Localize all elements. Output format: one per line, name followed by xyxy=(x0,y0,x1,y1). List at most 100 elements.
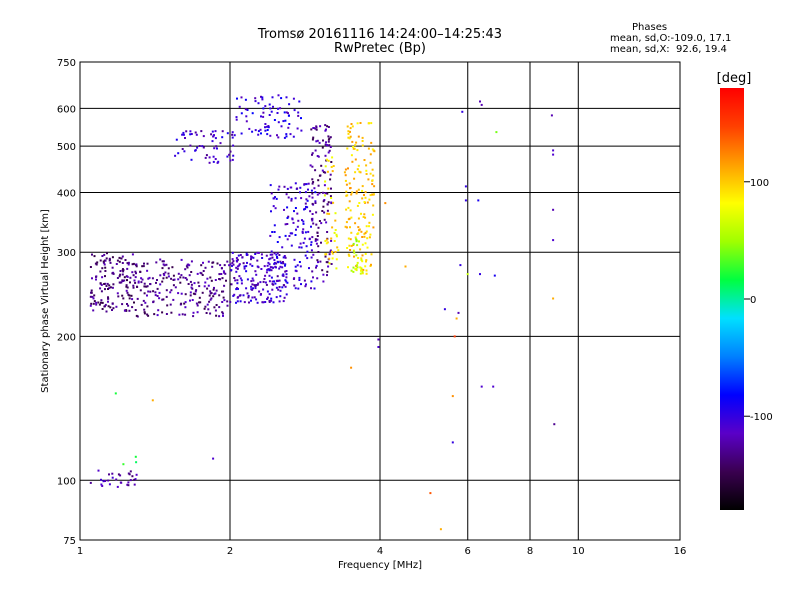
data-point xyxy=(329,250,332,253)
data-point xyxy=(192,292,195,295)
data-point xyxy=(284,279,287,282)
data-point xyxy=(266,125,268,128)
data-point xyxy=(286,187,289,190)
data-point xyxy=(204,305,207,308)
data-point xyxy=(231,158,234,161)
data-point xyxy=(112,307,115,310)
data-point xyxy=(214,130,217,133)
data-point xyxy=(319,260,322,263)
data-point xyxy=(159,283,162,286)
data-point xyxy=(125,289,128,292)
data-point xyxy=(90,302,93,305)
data-point xyxy=(286,206,289,209)
data-point xyxy=(352,244,355,246)
data-point xyxy=(316,259,319,262)
data-point xyxy=(95,303,98,306)
data-point xyxy=(363,194,365,196)
data-point xyxy=(128,294,131,297)
data-point xyxy=(284,285,287,288)
data-point xyxy=(159,258,162,261)
data-point xyxy=(311,138,314,141)
data-point xyxy=(371,148,374,151)
data-point xyxy=(210,297,213,300)
data-point xyxy=(137,280,140,283)
data-point xyxy=(165,313,168,315)
data-point xyxy=(269,253,272,256)
data-point xyxy=(315,211,318,214)
data-point xyxy=(265,254,268,257)
data-point xyxy=(293,258,296,261)
data-point xyxy=(365,173,368,175)
data-point xyxy=(287,114,290,117)
data-point xyxy=(352,147,355,150)
data-point xyxy=(261,96,264,99)
data-point xyxy=(274,282,277,285)
data-point xyxy=(184,313,187,316)
data-point xyxy=(359,248,362,251)
data-point xyxy=(324,180,327,183)
data-point xyxy=(165,276,168,279)
data-point xyxy=(289,133,292,136)
data-point xyxy=(180,274,183,277)
data-point xyxy=(143,312,146,315)
data-point xyxy=(328,212,331,215)
data-point xyxy=(149,290,152,293)
data-point xyxy=(112,272,115,275)
data-point xyxy=(479,100,481,103)
data-point xyxy=(229,150,232,153)
data-point xyxy=(215,289,218,292)
data-point xyxy=(300,246,303,249)
data-point xyxy=(127,263,130,266)
data-point xyxy=(264,129,267,132)
chart-title: Tromsø 20161116 14:24:00–14:25:43 xyxy=(257,27,503,42)
data-point xyxy=(240,279,243,282)
data-point xyxy=(207,308,210,311)
data-point xyxy=(316,238,319,241)
data-point xyxy=(284,223,287,226)
data-point xyxy=(246,278,249,281)
data-point xyxy=(314,200,317,203)
data-point xyxy=(327,187,330,190)
data-point xyxy=(305,283,307,286)
data-point xyxy=(255,273,258,276)
data-point xyxy=(126,291,129,294)
data-point xyxy=(297,114,300,117)
data-point xyxy=(147,290,150,293)
data-point xyxy=(120,481,123,484)
data-point xyxy=(106,252,108,255)
data-point xyxy=(100,290,103,293)
data-point xyxy=(115,263,118,265)
data-point xyxy=(207,284,210,287)
data-point xyxy=(163,274,166,277)
data-point xyxy=(265,283,268,286)
data-point xyxy=(330,239,333,242)
data-point xyxy=(282,273,285,276)
phases-title: Phases xyxy=(632,22,668,33)
data-point xyxy=(247,294,250,297)
data-point xyxy=(204,266,207,269)
data-point xyxy=(235,270,238,273)
data-point xyxy=(365,259,368,262)
data-point xyxy=(369,172,372,175)
data-point xyxy=(102,261,105,264)
data-point xyxy=(140,281,143,284)
data-point xyxy=(326,203,329,206)
data-point xyxy=(293,109,296,112)
data-point xyxy=(350,244,353,247)
data-point xyxy=(217,160,220,163)
data-point xyxy=(361,270,364,273)
data-point xyxy=(347,130,350,133)
data-point xyxy=(206,303,209,306)
data-point xyxy=(235,301,237,304)
data-point xyxy=(257,133,260,136)
data-point xyxy=(275,279,278,282)
data-point xyxy=(259,293,262,296)
data-point xyxy=(304,207,307,210)
data-point xyxy=(187,283,190,285)
data-point xyxy=(233,134,236,137)
data-point xyxy=(317,245,320,248)
data-point xyxy=(222,312,224,315)
data-point xyxy=(284,234,287,237)
data-point xyxy=(321,169,324,172)
data-point xyxy=(307,182,310,185)
